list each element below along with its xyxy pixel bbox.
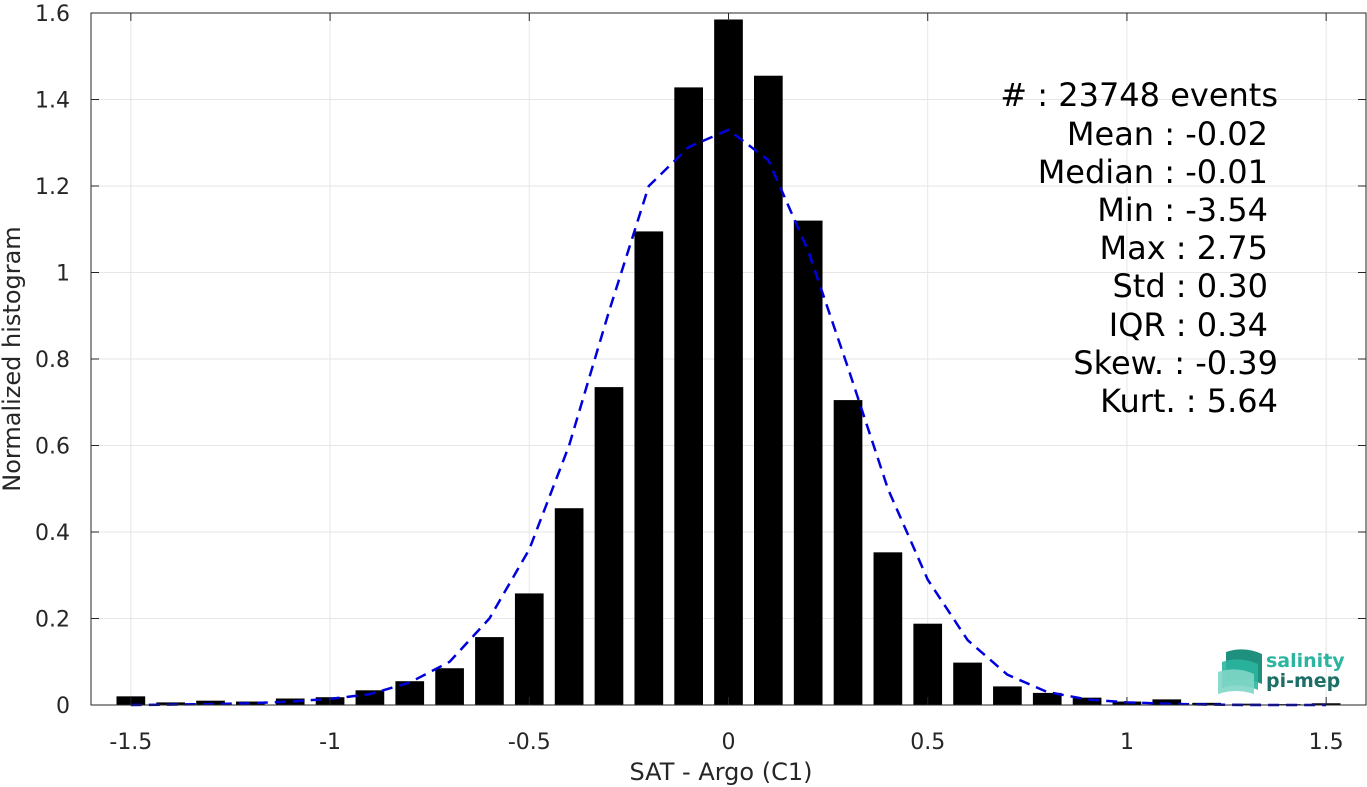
stats-annotation: # : 23748 events Mean : -0.02 Median : -… — [1000, 76, 1278, 420]
y-tick-label: 1.4 — [35, 89, 70, 114]
histogram-bar — [754, 75, 783, 705]
histogram-bar — [953, 662, 982, 705]
histogram-bar — [793, 220, 823, 705]
histogram-bar — [236, 701, 265, 705]
histogram-bar — [993, 686, 1022, 705]
histogram-bar — [1072, 697, 1102, 705]
histogram-bar — [674, 87, 703, 705]
stats-kurt: Kurt. : 5.64 — [1100, 382, 1278, 420]
x-tick-label: 1 — [1120, 730, 1134, 755]
x-tick-label: -0.5 — [508, 730, 551, 755]
histogram-bar — [196, 700, 225, 705]
histogram-bar — [435, 668, 464, 705]
x-tick-label: -1 — [319, 730, 341, 755]
stats-max: Max : 2.75 — [1099, 229, 1268, 267]
salinity-pi-mep-logo: salinity pi-mep — [1218, 649, 1345, 694]
logo-line2: pi-mep — [1266, 670, 1340, 692]
y-tick-label: 0.4 — [35, 521, 70, 546]
histogram-bar — [475, 637, 504, 705]
stats-mean: Mean : -0.02 — [1067, 115, 1268, 153]
y-tick-label: 0 — [56, 694, 70, 719]
axis-ticks — [91, 12, 1366, 706]
histogram-bar — [395, 681, 425, 705]
histogram-bar — [873, 552, 903, 705]
histogram-bar — [833, 400, 863, 705]
y-tick-labels: 0 0.2 0.4 0.6 0.8 1 1.2 1.4 1.6 — [35, 2, 70, 719]
stats-skew: Skew. : -0.39 — [1073, 344, 1278, 382]
y-tick-label: 1 — [56, 262, 70, 287]
y-tick-label: 1.6 — [35, 2, 70, 27]
histogram-bar — [1152, 699, 1182, 705]
wave-icon — [1218, 649, 1262, 694]
y-tick-label: 0.2 — [35, 608, 70, 633]
x-tick-label: -1.5 — [109, 730, 152, 755]
x-tick-label: 0 — [722, 730, 736, 755]
histogram-bar — [355, 690, 385, 705]
stats-std: Std : 0.30 — [1112, 267, 1268, 305]
histogram-bar — [514, 593, 544, 705]
histogram-bar — [1032, 692, 1062, 705]
y-tick-label: 1.2 — [35, 175, 70, 200]
y-axis-title: Normalized histogram — [0, 226, 26, 491]
x-tick-label: 1.5 — [1309, 730, 1344, 755]
x-axis-title: SAT - Argo (C1) — [630, 758, 813, 786]
stats-iqr: IQR : 0.34 — [1109, 306, 1268, 344]
stats-count: # : 23748 events — [1000, 76, 1278, 114]
histogram-bar — [554, 508, 584, 705]
histogram-bars — [116, 19, 1341, 706]
histogram-bar — [1232, 703, 1261, 705]
x-tick-labels: -1.5 -1 -0.5 0 0.5 1 1.5 — [109, 730, 1343, 755]
y-tick-label: 0.8 — [35, 348, 70, 373]
histogram-bar — [594, 387, 624, 705]
y-tick-label: 0.6 — [35, 435, 70, 460]
logo-line1: salinity — [1266, 650, 1345, 672]
x-tick-label: 0.5 — [910, 730, 945, 755]
histogram-bar — [634, 231, 664, 705]
stats-min: Min : -3.54 — [1097, 191, 1268, 229]
histogram-bar — [275, 698, 305, 705]
stats-median: Median : -0.01 — [1038, 153, 1268, 191]
histogram-bar — [913, 623, 943, 705]
histogram-bar — [714, 19, 743, 706]
